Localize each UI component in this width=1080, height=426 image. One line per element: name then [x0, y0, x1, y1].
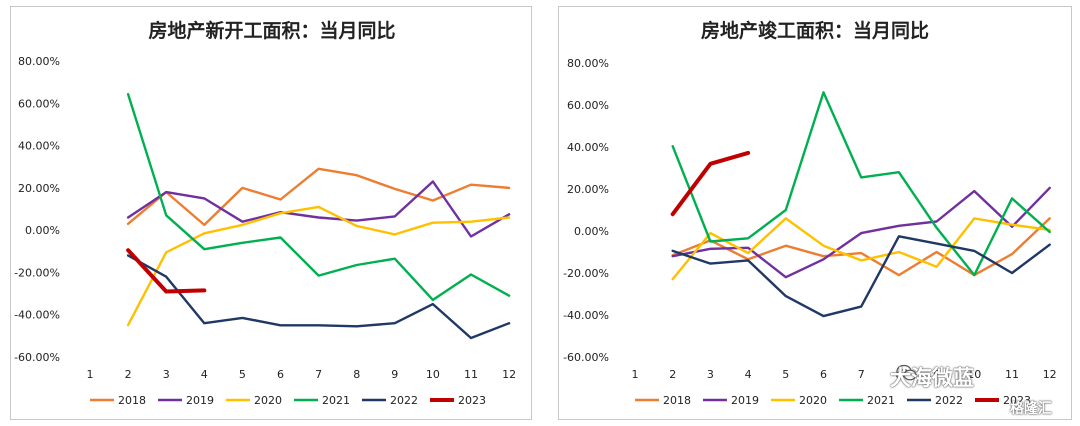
series-line-2022	[126, 254, 511, 340]
legend-label-2020: 2020	[799, 394, 827, 407]
x-tick-label: 3	[163, 368, 170, 381]
x-tick-label: 7	[858, 368, 865, 381]
watermark-sub-text: 格隆汇	[1010, 401, 1052, 417]
y-tick-label: -20.00%	[14, 266, 60, 279]
series-line-2020	[671, 217, 1051, 281]
x-tick-label: 1	[87, 368, 94, 381]
x-tick-label: 2	[669, 368, 676, 381]
x-tick-label: 9	[933, 368, 940, 381]
series-line-2021	[126, 92, 511, 302]
series-line-2019	[671, 186, 1051, 279]
x-tick-label: 9	[391, 368, 398, 381]
y-tick-label: 80.00%	[18, 55, 60, 68]
y-tick-label: 20.00%	[567, 183, 609, 196]
y-tick-label: 60.00%	[18, 97, 60, 110]
x-tick-label: 2	[125, 368, 132, 381]
y-tick-label: 80.00%	[567, 57, 609, 70]
chart-title: 房地产竣工面积：当月同比	[701, 19, 929, 42]
y-tick-label: 60.00%	[567, 99, 609, 112]
x-tick-label: 7	[315, 368, 322, 381]
x-tick-label: 1	[632, 368, 639, 381]
chart-title: 房地产新开工面积：当月同比	[148, 19, 395, 42]
x-tick-label: 12	[1043, 368, 1057, 381]
chart-new-construction: 房地产新开工面积：当月同比 80.00% 60.00% 40.00% 20.00% 0.0…	[10, 6, 532, 420]
series-line-2023	[126, 248, 207, 294]
chart-new-construction-svg: 房地产新开工面积：当月同比 80.00% 60.00% 40.00% 20.00% 0.0…	[14, 19, 516, 407]
series-line-2018	[671, 217, 1051, 277]
y-tick-label: -40.00%	[14, 309, 60, 322]
legend-label-2019: 2019	[186, 394, 214, 407]
y-tick-label: 20.00%	[18, 182, 60, 195]
series-line-2018	[126, 167, 511, 227]
y-tick-label: -40.00%	[563, 309, 609, 322]
x-tick-label: 3	[707, 368, 714, 381]
x-tick-label: 4	[201, 368, 208, 381]
x-tick-label: 11	[1005, 368, 1019, 381]
x-tick-label: 8	[353, 368, 360, 381]
series-line-2021	[671, 91, 1051, 277]
legend-label-2018: 2018	[118, 394, 146, 407]
x-tick-label: 6	[820, 368, 827, 381]
x-tick-label: 11	[464, 368, 478, 381]
series-line-2019	[126, 180, 511, 238]
y-tick-label: -20.00%	[563, 267, 609, 280]
legend-label-2020: 2020	[254, 394, 282, 407]
series-line-2022	[671, 235, 1051, 318]
y-tick-label: 40.00%	[18, 140, 60, 153]
legend-label-2021: 2021	[867, 394, 895, 407]
legend-label-2023: 2023	[458, 394, 486, 407]
legend-label-2019: 2019	[731, 394, 759, 407]
y-tick-label: -60.00%	[14, 351, 60, 364]
legend-label-2022: 2022	[935, 394, 963, 407]
series-line-2023	[670, 150, 751, 217]
y-tick-label: -60.00%	[563, 351, 609, 364]
legend-label-2023: 2023	[1003, 394, 1031, 407]
x-tick-label: 12	[502, 368, 516, 381]
legend-label-2021: 2021	[322, 394, 350, 407]
y-tick-label: 0.00%	[574, 225, 609, 238]
wechat-icon	[896, 364, 917, 381]
legend-label-2022: 2022	[390, 394, 418, 407]
y-tick-label: 0.00%	[25, 224, 60, 237]
series-line-2020	[126, 205, 511, 327]
x-tick-label: 4	[745, 368, 752, 381]
x-tick-label: 10	[426, 368, 440, 381]
legend-label-2018: 2018	[663, 394, 691, 407]
x-tick-label: 6	[277, 368, 284, 381]
x-tick-label: 5	[782, 368, 789, 381]
x-tick-label: 10	[967, 368, 981, 381]
x-tick-label: 5	[239, 368, 246, 381]
y-tick-label: 40.00%	[567, 141, 609, 154]
watermark-text: 大海微蓝	[890, 366, 974, 390]
chart-completion: 房地产竣工面积：当月同比 80.00% 60.00% 40.00% 20.00% 0.00…	[558, 6, 1072, 420]
chart-completion-svg: 房地产竣工面积：当月同比 80.00% 60.00% 40.00% 20.00% 0.00…	[563, 19, 1057, 407]
